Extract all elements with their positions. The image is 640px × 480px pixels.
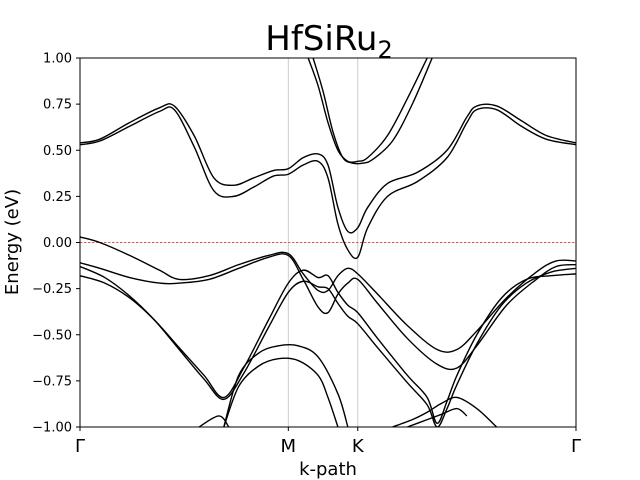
y-axis-label: Energy (eV) (2, 189, 23, 295)
band-10 (198, 415, 230, 427)
y-tick-label-6: 0.50 (43, 144, 72, 159)
x-tick-label-0: Γ (75, 436, 85, 457)
y-tick-label-3: −0.25 (32, 282, 72, 297)
band-2 (307, 58, 428, 163)
kpoint-lines (287, 58, 359, 427)
band-lines (80, 58, 576, 427)
band-11 (392, 396, 498, 427)
band-7 (80, 265, 576, 427)
band-12 (407, 407, 468, 427)
chart-title-main: HfSiRu (265, 19, 377, 59)
y-tick-label-4: 0.00 (43, 236, 72, 251)
x-tick-label-2: K (352, 436, 365, 457)
y-tick-label-7: 0.75 (43, 98, 72, 113)
band-5 (80, 253, 576, 371)
band-6 (80, 269, 576, 425)
band-0 (80, 103, 576, 234)
y-tick-label-8: 1.00 (43, 52, 72, 67)
y-tick-label-0: −1.00 (32, 421, 72, 436)
chart-title: HfSiRu2 (265, 19, 393, 64)
band-9 (223, 357, 339, 427)
band-4 (80, 236, 576, 353)
y-tick-label-1: −0.75 (32, 374, 72, 389)
chart-title-subscript: 2 (377, 36, 392, 64)
x-axis-label: k-path (299, 459, 357, 480)
band-1 (80, 106, 576, 260)
y-axis-ticks: −1.00 −0.75 −0.50 −0.25 0.00 0.25 0.50 0.75 1.00 (32, 52, 80, 436)
y-tick-label-2: −0.50 (32, 328, 72, 343)
band-8 (223, 343, 349, 427)
x-tick-label-3: Γ (571, 436, 581, 457)
x-tick-label-1: M (281, 436, 297, 457)
y-tick-label-5: 0.25 (43, 190, 72, 205)
band-3 (312, 58, 433, 165)
